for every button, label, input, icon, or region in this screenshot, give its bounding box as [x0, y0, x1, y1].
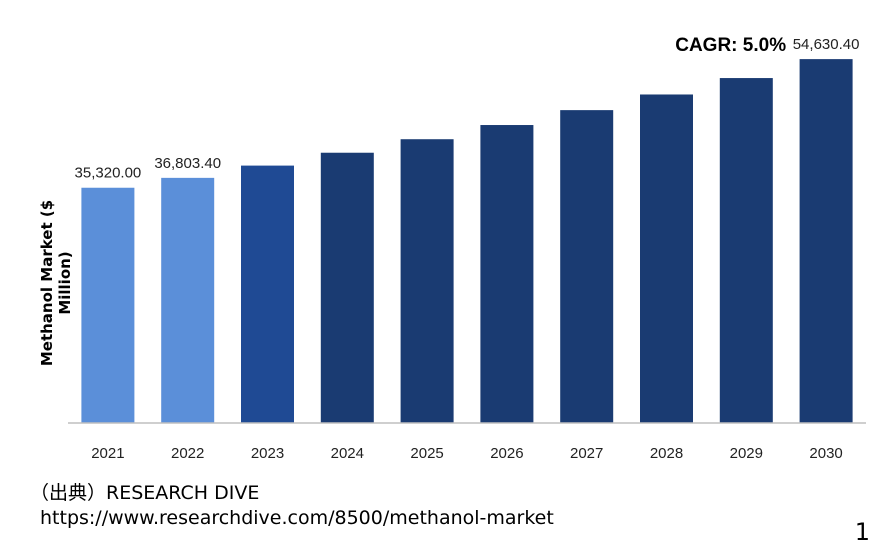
bars — [81, 59, 853, 424]
page-number: 1 — [854, 518, 870, 546]
tick-label-2029: 2029 — [730, 445, 763, 462]
data-labels: 35,320.00 36,803.40 54,630.40 — [75, 36, 860, 182]
tick-label-2026: 2026 — [490, 445, 523, 462]
methanol-market-chart: Methanol Market ($ Million) 2021 2022 2023 2… — [38, 35, 866, 462]
bar-2022 — [161, 177, 215, 423]
tick-label-2028: 2028 — [650, 445, 683, 462]
source-url: https://www.researchdive.com/8500/methan… — [40, 507, 554, 529]
y-axis-label-line-1: Methanol Market ($ — [38, 200, 56, 366]
tick-label-2027: 2027 — [570, 445, 603, 462]
data-label-2022: 36,803.40 — [154, 155, 221, 172]
tick-label-2023: 2023 — [251, 445, 284, 462]
tick-label-2021: 2021 — [91, 445, 124, 462]
source-citation: （出典）RESEARCH DIVE — [30, 482, 260, 504]
tick-label-2025: 2025 — [410, 445, 443, 462]
bar-2028 — [640, 94, 693, 424]
y-axis-label: Methanol Market ($ Million) — [38, 200, 74, 366]
y-axis-label-line-2: Million) — [56, 251, 74, 314]
x-axis-tick-labels: 2021 2022 2023 2024 2025 2026 2027 2028 2029 2030 — [91, 445, 843, 462]
data-label-2030: 54,630.40 — [793, 36, 860, 53]
bar-2023 — [241, 165, 294, 423]
tick-label-2024: 2024 — [331, 445, 364, 462]
bar-2029 — [719, 78, 773, 423]
bar-2025 — [400, 139, 454, 424]
tick-label-2022: 2022 — [171, 445, 204, 462]
data-label-2021: 35,320.00 — [75, 165, 142, 182]
bar-2027 — [560, 110, 614, 423]
bar-2030 — [799, 59, 853, 423]
bar-2024 — [320, 152, 374, 423]
cagr-annotation: CAGR: 5.0% — [675, 35, 786, 56]
bar-2026 — [480, 125, 534, 423]
bar-2021 — [81, 187, 135, 423]
tick-label-2030: 2030 — [809, 445, 842, 462]
